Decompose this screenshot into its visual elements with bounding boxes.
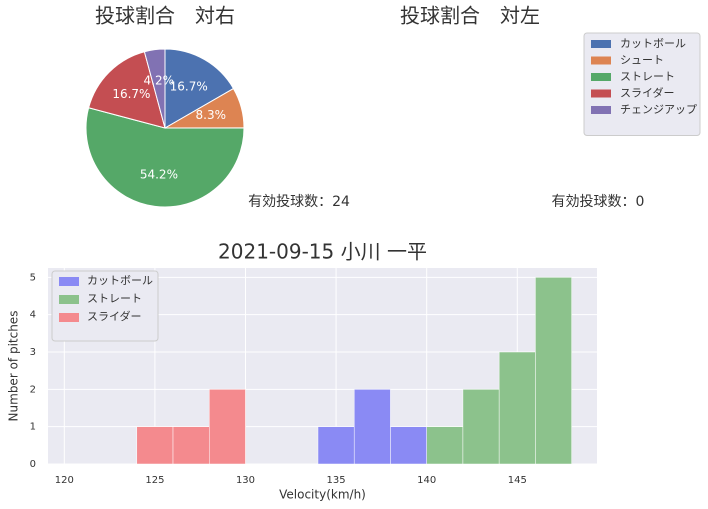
legend-label: カットボール <box>87 274 153 287</box>
legend-label: スライダー <box>87 309 142 323</box>
hist-bar <box>209 389 246 465</box>
x-tick-label: 120 <box>55 475 74 486</box>
pie-title: 投球割合 対右 <box>95 4 235 28</box>
x-tick-label: 145 <box>508 475 527 486</box>
y-tick-label: 5 <box>30 272 36 283</box>
legend-label: チェンジアップ <box>620 103 697 116</box>
hist-bar <box>426 426 464 465</box>
y-axis-label: Number of pitches <box>7 311 21 422</box>
hist-bar <box>353 389 391 465</box>
hist-bar <box>390 426 427 465</box>
slice-label: 4.2% <box>144 74 175 88</box>
hist-title: 2021-09-15 小川 一平 <box>218 240 427 264</box>
legend-box <box>583 32 701 136</box>
slice-label: 54.2% <box>140 168 178 182</box>
legend-swatch <box>59 295 79 304</box>
legend-label: スライダー <box>620 86 675 100</box>
x-tick-label: 125 <box>145 475 164 486</box>
hist-bar <box>462 389 500 465</box>
hist-bar <box>498 351 536 465</box>
y-tick-label: 3 <box>30 347 36 358</box>
legend-swatch <box>591 40 611 48</box>
y-tick-label: 0 <box>30 459 36 470</box>
pie-slice <box>143 48 166 129</box>
x-tick-label: 140 <box>417 475 436 486</box>
legend-swatch <box>591 106 611 114</box>
legend-box <box>51 270 159 342</box>
pie-slice <box>85 107 245 208</box>
annotation: 有効投球数：0 <box>552 194 645 210</box>
legend-label: ストレート <box>620 70 675 83</box>
x-tick-label: 135 <box>327 475 346 486</box>
slice-label: 16.7% <box>112 87 150 101</box>
legend-swatch <box>591 56 611 65</box>
x-axis-label: Velocity(km/h) <box>279 488 366 502</box>
x-tick-label: 130 <box>236 475 255 486</box>
legend-label: シュート <box>620 54 664 67</box>
pie-slice <box>88 51 166 129</box>
hist-bar <box>136 426 174 465</box>
hist-bar <box>172 426 210 465</box>
y-tick-label: 4 <box>30 310 36 321</box>
y-tick-label: 2 <box>30 384 36 395</box>
annotation: 有効投球数：24 <box>248 194 350 210</box>
pie-title: 投球割合 対左 <box>400 4 540 28</box>
slice-label: 16.7% <box>170 79 208 93</box>
legend-label: カットボール <box>620 37 686 50</box>
legend-swatch <box>591 73 611 81</box>
legend-swatch <box>59 277 79 286</box>
hist-bar <box>317 426 355 465</box>
y-tick-label: 1 <box>30 422 36 433</box>
legend-swatch <box>59 313 79 322</box>
slice-label: 8.3% <box>196 108 227 122</box>
legend-label: ストレート <box>87 292 142 305</box>
pie-slice <box>164 48 235 129</box>
legend-swatch <box>591 89 611 98</box>
hist-bar <box>535 277 572 465</box>
